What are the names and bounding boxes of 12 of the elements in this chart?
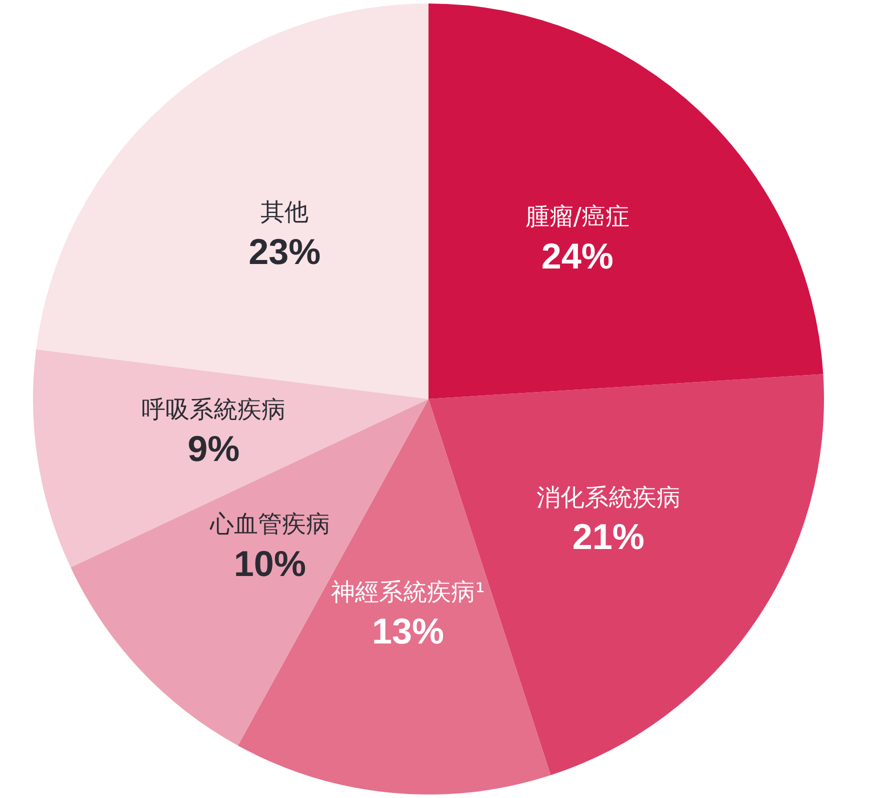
- data-label: 23%: [248, 230, 321, 272]
- data-label: 24%: [541, 235, 614, 276]
- slice-label: 消化系統疾病: [536, 484, 680, 512]
- slice-label: 神經系統疾病¹: [331, 578, 485, 606]
- slice-label: 腫瘤/癌症: [525, 202, 630, 231]
- data-label: 9%: [188, 428, 240, 469]
- slice-label: 呼吸系統疾病: [142, 395, 286, 424]
- data-label: 21%: [572, 516, 644, 558]
- slice-label: 其他: [260, 198, 309, 226]
- data-label: 10%: [234, 542, 306, 584]
- data-label: 13%: [372, 610, 444, 652]
- slice-label: 心血管疾病: [208, 510, 330, 538]
